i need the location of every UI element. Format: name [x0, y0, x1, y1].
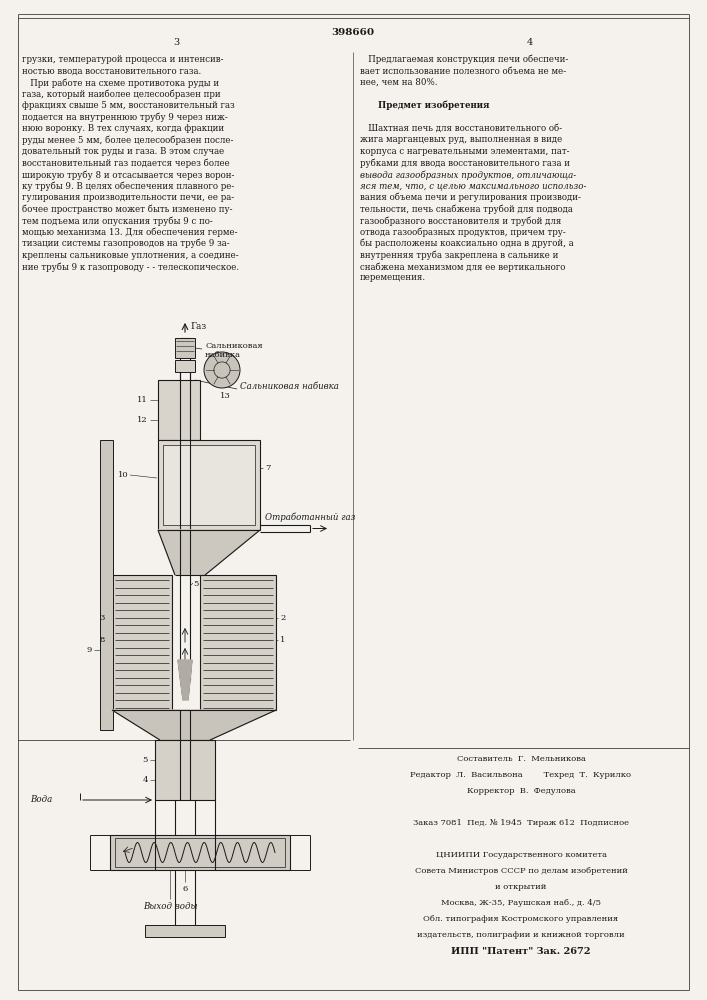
Text: корпуса с нагревательными элементами, пат-: корпуса с нагревательными элементами, па… — [360, 147, 570, 156]
Text: ЦНИИПИ Государственного комитета: ЦНИИПИ Государственного комитета — [436, 851, 607, 859]
Text: перемещения.: перемещения. — [360, 273, 426, 282]
Text: нее, чем на 80%.: нее, чем на 80%. — [360, 78, 438, 87]
Text: довательный ток руды и газа. В этом случае: довательный ток руды и газа. В этом случ… — [22, 147, 224, 156]
Text: Совета Министров СССР по делам изобретений: Совета Министров СССР по делам изобретен… — [414, 867, 627, 875]
Text: 7: 7 — [265, 464, 270, 472]
Text: ностью ввода восстановительного газа.: ностью ввода восстановительного газа. — [22, 66, 201, 76]
Text: восстановительный газ подается через более: восстановительный газ подается через бол… — [22, 158, 230, 168]
Text: подается на внутреннюю трубу 9 через ниж-: подается на внутреннюю трубу 9 через ниж… — [22, 112, 228, 122]
Text: 5: 5 — [143, 756, 148, 764]
Text: Шахтная печь для восстановительного об-: Шахтная печь для восстановительного об- — [360, 124, 562, 133]
Bar — [115, 838, 285, 867]
Bar — [112, 575, 172, 710]
Text: ИПП "Патент" Зак. 2672: ИПП "Патент" Зак. 2672 — [451, 947, 591, 956]
Text: 9: 9 — [87, 646, 92, 654]
Text: тем подъема или опускания трубы 9 с по-: тем подъема или опускания трубы 9 с по- — [22, 216, 213, 226]
Text: Заказ 7081  Пед. № 1945  Тираж 612  Подписное: Заказ 7081 Пед. № 1945 Тираж 612 Подписн… — [413, 819, 629, 827]
Bar — [145, 925, 225, 937]
Bar — [175, 338, 195, 358]
Text: 4: 4 — [143, 776, 148, 784]
Text: 398660: 398660 — [332, 28, 375, 37]
Text: бочее пространство может быть изменено пу-: бочее пространство может быть изменено п… — [22, 205, 233, 214]
Polygon shape — [158, 530, 260, 575]
Text: Вода: Вода — [30, 796, 52, 804]
Text: Отработанный газ: Отработанный газ — [265, 513, 356, 522]
Text: жига марганцевых руд, выполненная в виде: жига марганцевых руд, выполненная в виде — [360, 135, 562, 144]
Bar — [163, 445, 255, 525]
Text: Газ: Газ — [190, 322, 206, 331]
Text: грузки, температурой процесса и интенсив-: грузки, температурой процесса и интенсив… — [22, 55, 223, 64]
Text: При работе на схеме противотока руды и: При работе на схеме противотока руды и — [22, 78, 219, 88]
Bar — [158, 440, 260, 530]
Text: 6: 6 — [182, 885, 187, 893]
Text: 12: 12 — [137, 416, 148, 424]
Text: тельности, печь снабжена трубой для подвода: тельности, печь снабжена трубой для подв… — [360, 205, 573, 214]
Bar — [175, 360, 195, 372]
Text: 11: 11 — [137, 396, 148, 404]
Bar — [200, 575, 276, 710]
Text: газа, который наиболее целесообразен при: газа, который наиболее целесообразен при — [22, 90, 221, 99]
Text: 3: 3 — [173, 38, 179, 47]
Text: ку трубы 9. В целях обеспечения плавного ре-: ку трубы 9. В целях обеспечения плавного… — [22, 182, 234, 191]
Text: издательств, полиграфии и книжной торговли: издательств, полиграфии и книжной торгов… — [417, 931, 625, 939]
Polygon shape — [112, 710, 276, 740]
Text: Выход воды: Выход воды — [143, 902, 197, 911]
Text: 5: 5 — [193, 580, 199, 588]
Text: 10: 10 — [118, 471, 129, 479]
Text: Сальниковая
набивка: Сальниковая набивка — [205, 342, 262, 359]
Text: яся тем, что, с целью максимального использо-: яся тем, что, с целью максимального испо… — [360, 182, 586, 190]
Text: гулирования производительности печи, ее ра-: гулирования производительности печи, ее … — [22, 193, 234, 202]
Circle shape — [204, 352, 240, 388]
Bar — [100, 440, 113, 730]
Bar — [155, 740, 215, 800]
Text: бы расположены коаксиально одна в другой, а: бы расположены коаксиально одна в другой… — [360, 239, 574, 248]
Text: тизации системы газопроводов на трубе 9 за-: тизации системы газопроводов на трубе 9 … — [22, 239, 230, 248]
Text: отвода газообразных продуктов, причем тру-: отвода газообразных продуктов, причем тр… — [360, 228, 566, 237]
Text: Обл. типография Костромского управления: Обл. типография Костромского управления — [423, 915, 619, 923]
Text: Москва, Ж-35, Раушская наб., д. 4/5: Москва, Ж-35, Раушская наб., д. 4/5 — [441, 899, 601, 907]
Text: вает использование полезного объема не ме-: вает использование полезного объема не м… — [360, 66, 566, 76]
Text: 2: 2 — [280, 614, 285, 622]
Text: фракциях свыше 5 мм, восстановительный газ: фракциях свыше 5 мм, восстановительный г… — [22, 101, 235, 110]
Bar — [110, 835, 290, 870]
Text: Предлагаемая конструкция печи обеспечи-: Предлагаемая конструкция печи обеспечи- — [360, 55, 568, 64]
Text: 3: 3 — [100, 614, 105, 622]
Text: рубками для ввода восстановительного газа и: рубками для ввода восстановительного газ… — [360, 158, 570, 168]
Text: 4: 4 — [527, 38, 533, 47]
Text: снабжена механизмом для ее вертикального: снабжена механизмом для ее вертикального — [360, 262, 566, 271]
Text: 8: 8 — [100, 636, 105, 644]
Polygon shape — [178, 660, 192, 700]
Text: нюю воронку. В тех случаях, когда фракции: нюю воронку. В тех случаях, когда фракци… — [22, 124, 224, 133]
Text: и открытий: и открытий — [496, 883, 547, 891]
Text: Предмет изобретения: Предмет изобретения — [360, 101, 489, 110]
Bar — [158, 380, 200, 440]
Text: руды менее 5 мм, более целесообразен после-: руды менее 5 мм, более целесообразен пос… — [22, 135, 233, 145]
Text: ние трубы 9 к газопроводу - - телескопическое.: ние трубы 9 к газопроводу - - телескопич… — [22, 262, 239, 271]
Text: Сальниковая набивка: Сальниковая набивка — [240, 382, 339, 391]
Text: широкую трубу 8 и отсасывается через ворон-: широкую трубу 8 и отсасывается через вор… — [22, 170, 235, 180]
Text: Корректор  В.  Федулова: Корректор В. Федулова — [467, 787, 575, 795]
Text: газообразного восстановителя и трубой для: газообразного восстановителя и трубой дл… — [360, 216, 561, 226]
Text: внутренняя труба закреплена в сальнике и: внутренняя труба закреплена в сальнике и — [360, 250, 559, 260]
Text: Редактор  Л.  Васильвона        Техред  Т.  Курилко: Редактор Л. Васильвона Техред Т. Курилко — [411, 771, 631, 779]
Text: Составитель  Г.  Мельникова: Составитель Г. Мельникова — [457, 755, 585, 763]
Text: 13: 13 — [220, 392, 230, 400]
Text: мощью механизма 13. Для обеспечения герме-: мощью механизма 13. Для обеспечения герм… — [22, 228, 238, 237]
Text: креплены сальниковые уплотнения, а соедине-: креплены сальниковые уплотнения, а соеди… — [22, 250, 239, 259]
Text: вывода газообразных продуктов, отличающа-: вывода газообразных продуктов, отличающа… — [360, 170, 576, 180]
Text: вания объема печи и регулирования производи-: вания объема печи и регулирования произв… — [360, 193, 581, 202]
Text: 1: 1 — [280, 636, 286, 644]
